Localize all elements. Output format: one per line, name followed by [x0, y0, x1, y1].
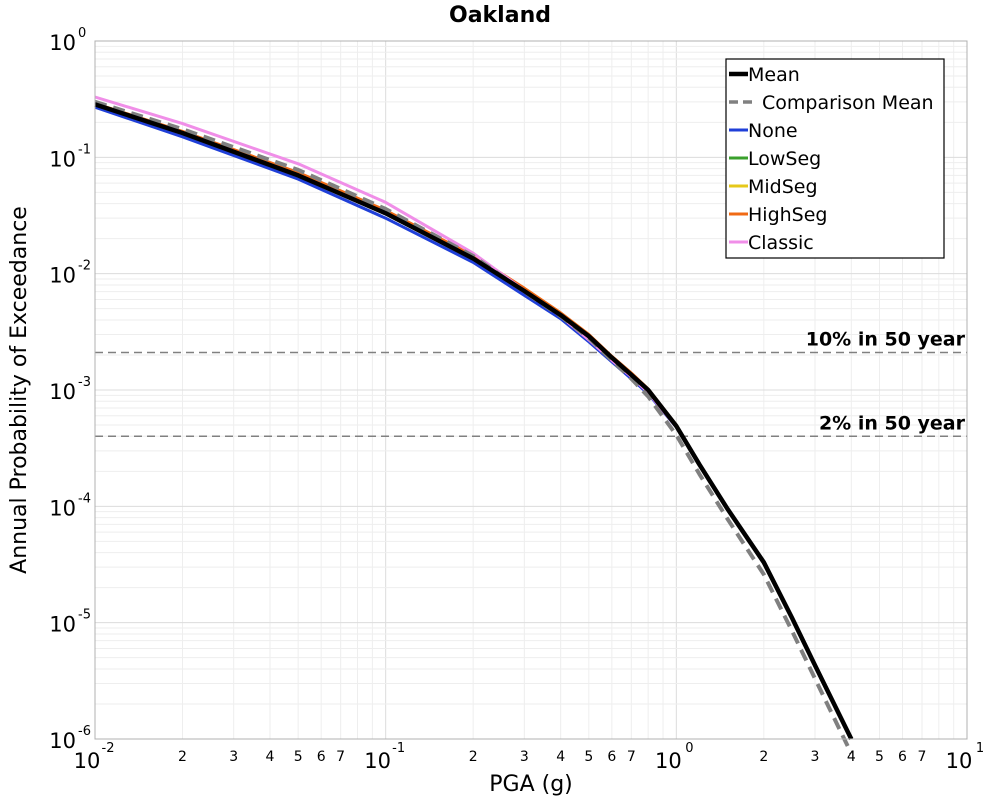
- x-major-tick-label: 10: [655, 749, 682, 773]
- chart-title: Oakland: [449, 3, 551, 28]
- y-axis-label: Annual Probability of Exceedance: [7, 206, 32, 574]
- x-minor-tick-label: 4: [556, 749, 565, 765]
- x-minor-tick-label: 5: [294, 749, 303, 765]
- legend-label-mean: Mean: [748, 64, 800, 86]
- plot-frame: [94, 40, 968, 740]
- x-minor-tick-label: 5: [875, 749, 884, 765]
- x-minor-tick-label: 3: [520, 749, 529, 765]
- x-minor-tick-label: 3: [229, 749, 238, 765]
- x-minor-tick-label: 2: [469, 749, 478, 765]
- legend-label-midseg: MidSeg: [748, 176, 818, 198]
- y-major-tick-label: 10: [49, 31, 76, 55]
- x-major-tick-exponent: -1: [392, 741, 405, 756]
- x-minor-tick-label: 4: [847, 749, 856, 765]
- series-line-comparison-mean: [94, 99, 854, 755]
- reference-label-10-in-50-year: 10% in 50 year: [806, 329, 966, 351]
- legend-box: [725, 58, 945, 259]
- x-major-tick-exponent: 1: [976, 741, 984, 756]
- y-major-tick-label: 10: [49, 264, 76, 288]
- x-major-tick-exponent: -2: [102, 741, 115, 756]
- y-major-tick-exponent: -4: [78, 491, 91, 506]
- legend: Mean Comparison Mean None LowSeg MidSeg HighS…: [725, 58, 945, 259]
- x-minor-tick-label: 2: [178, 749, 187, 765]
- y-major-tick-exponent: -2: [78, 259, 91, 274]
- y-major-tick-label: 10: [49, 496, 76, 520]
- y-major-tick-exponent: 0: [78, 26, 86, 41]
- x-minor-tick-label: 5: [584, 749, 593, 765]
- legend-label-comparison-mean: Comparison Mean: [762, 92, 934, 114]
- series-layer: [94, 95, 854, 755]
- x-major-tick-label: 10: [364, 749, 391, 773]
- x-major-tick-label: 10: [946, 749, 973, 773]
- reference-label-2-in-50-year: 2% in 50 year: [819, 412, 966, 434]
- x-minor-tick-label: 7: [627, 749, 636, 765]
- x-minor-tick-label: 6: [898, 749, 907, 765]
- legend-label-lowseg: LowSeg: [748, 148, 821, 170]
- reference-lines-layer: 10% in 50 year 2% in 50 year: [95, 329, 967, 438]
- legend-label-highseg: HighSeg: [748, 204, 827, 226]
- x-minor-tick-label: 7: [336, 749, 345, 765]
- legend-label-none: None: [748, 120, 798, 142]
- y-major-tick-exponent: -6: [78, 724, 91, 739]
- x-minor-tick-label: 3: [811, 749, 820, 765]
- x-minor-tick-label: 2: [759, 749, 768, 765]
- y-major-tick-label: 10: [49, 613, 76, 637]
- x-minor-tick-label: 7: [918, 749, 927, 765]
- y-major-tick-exponent: -1: [78, 142, 91, 157]
- y-major-tick-exponent: -5: [78, 608, 91, 623]
- y-major-tick-label: 10: [49, 729, 76, 753]
- grid-layer: [94, 41, 967, 740]
- y-major-tick-label: 10: [49, 380, 76, 404]
- y-major-tick-label: 10: [49, 147, 76, 171]
- x-minor-tick-label: 6: [317, 749, 326, 765]
- x-major-tick-exponent: 0: [685, 741, 693, 756]
- x-minor-tick-label: 4: [266, 749, 275, 765]
- x-minor-tick-label: 6: [607, 749, 616, 765]
- y-major-tick-exponent: -3: [78, 375, 91, 390]
- x-axis-label: PGA (g): [489, 772, 573, 797]
- x-major-tick-label: 10: [74, 749, 101, 773]
- series-line-mean: [94, 102, 854, 740]
- legend-label-classic: Classic: [748, 232, 814, 254]
